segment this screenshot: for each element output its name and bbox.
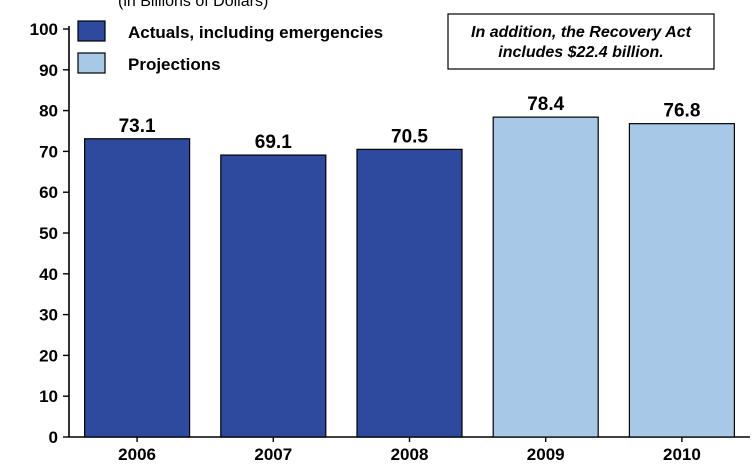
bars-group [83,116,736,438]
y-tick-label: 100 [30,20,58,39]
legend-swatch-projections [77,52,106,74]
bar-2009 [492,116,599,438]
y-tick-label: 30 [39,306,58,325]
data-label-2006: 73.1 [119,116,156,137]
x-tick-label-2009: 2009 [527,445,565,464]
y-tick-label: 60 [39,183,58,202]
y-tick-label: 50 [39,224,58,243]
y-tick-label: 80 [39,102,58,121]
chart-title-fragment: (in Billions of Dollars) [118,0,268,10]
bar-2006 [83,138,191,438]
bar-2010 [628,123,736,438]
x-tick-label-2010: 2010 [663,445,701,464]
legend-label-projections: Projections [128,55,221,74]
y-tick-label: 0 [49,428,58,447]
legend: Actuals, including emergencies Projectio… [77,20,383,74]
y-tick-label: 10 [39,387,58,406]
data-label-2009: 78.4 [527,94,564,115]
data-label-2010: 76.8 [663,101,700,122]
y-axis: 0 10 20 30 40 50 60 70 80 90 100 [30,20,70,447]
annotation-box: In addition, the Recovery Act includes $… [447,13,715,70]
y-tick-label: 40 [39,265,58,284]
x-tick-label-2008: 2008 [391,445,429,464]
data-label-2008: 70.5 [391,126,428,147]
annotation-frame [447,13,715,70]
y-tick-label: 70 [39,142,58,161]
legend-label-actuals: Actuals, including emergencies [128,23,383,42]
bar-2007 [220,154,327,438]
annotation-line-2: includes $22.4 billion. [498,44,663,61]
y-tick-label: 90 [39,61,58,80]
x-axis: 2006 2007 2008 2009 2010 [69,436,750,464]
data-label-2007: 69.1 [255,132,292,153]
legend-swatch-actuals [77,20,106,42]
x-tick-label-2007: 2007 [254,445,292,464]
annotation-line-1: In addition, the Recovery Act [471,24,692,41]
y-tick-label: 20 [39,346,58,365]
bar-2008 [356,148,463,438]
x-tick-label-2006: 2006 [118,445,156,464]
data-labels-group: 73.1 69.1 70.5 78.4 76.8 [119,94,701,153]
